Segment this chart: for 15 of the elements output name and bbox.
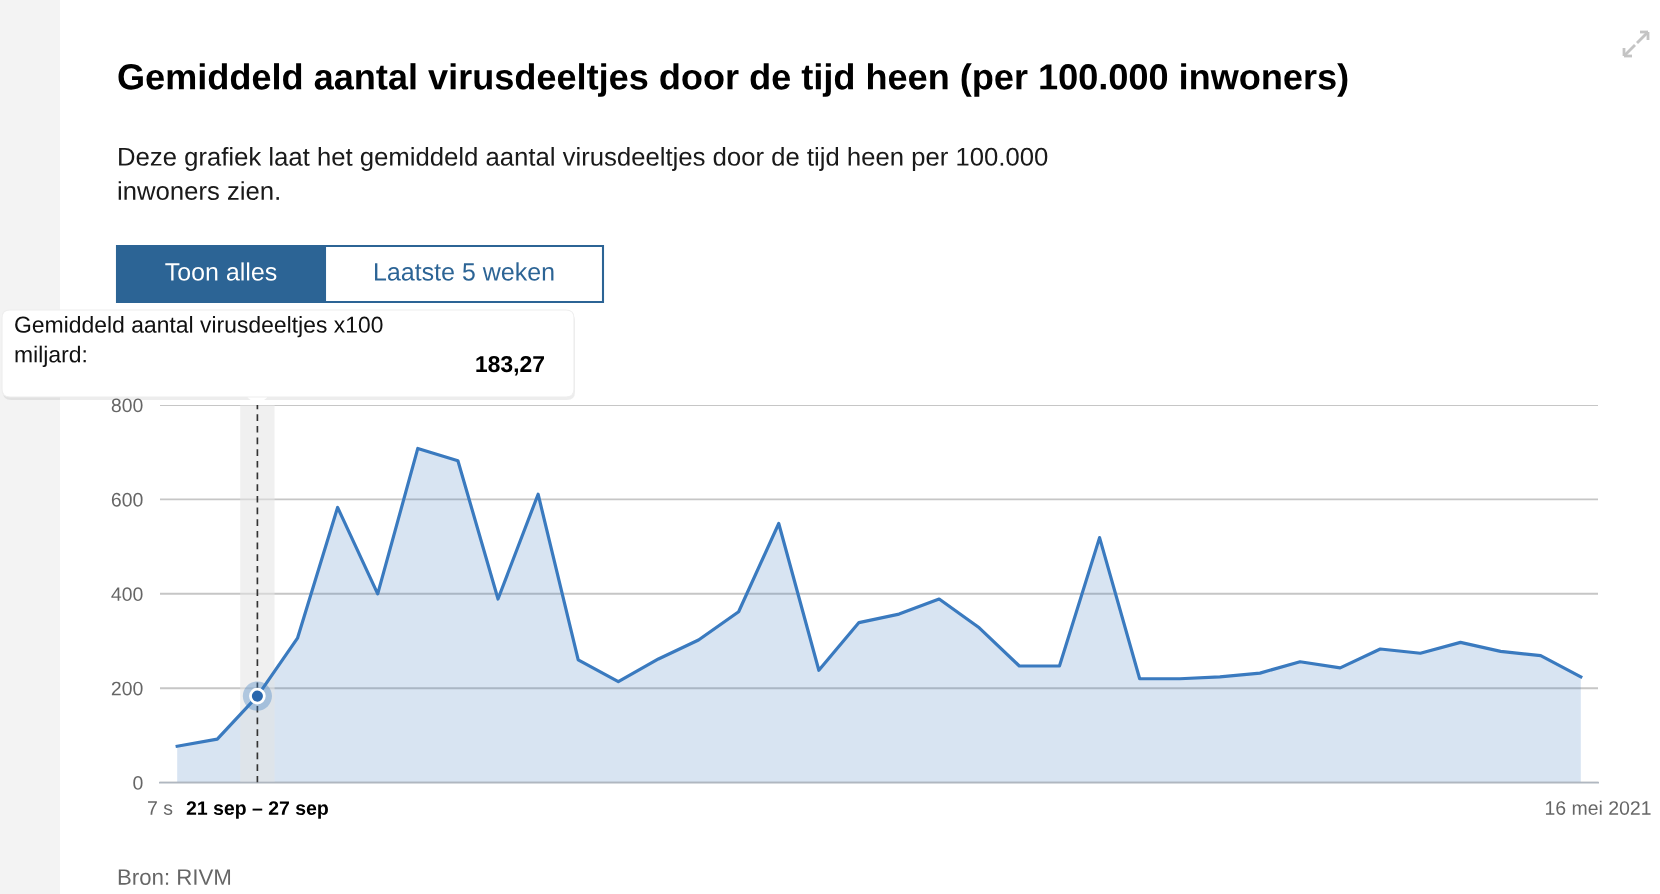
y-tick-label: 800 <box>111 398 143 413</box>
chart-subtitle: Deze grafiek laat het gemiddeld aantal virusdeeltjes door de tijd heen per 100.000 inwoners zien. <box>118 147 1048 201</box>
chart-title: Gemiddeld aantal virusdeeltjes door de tijd heen (per 100.000 inwoners) <box>118 63 1348 97</box>
text: 183,27 <box>476 355 544 376</box>
text: Gemiddeld aantal virusdeeltjes x100 miljard: <box>15 316 383 368</box>
y-tick-label: 200 <box>111 681 143 696</box>
x-tick-label: 16 mei 2021 <box>1545 800 1651 815</box>
x-tick-label: 7 s <box>148 801 173 815</box>
y-tick-label: 600 <box>111 492 143 507</box>
y-tick-label: 400 <box>111 587 143 602</box>
text: Laatste 5 weken <box>375 262 554 281</box>
text: Toon alles <box>165 262 277 281</box>
band-label: 21 sep – 27 sep <box>186 801 328 819</box>
text: Bron: RIVM <box>118 869 231 885</box>
y-tick-label: 0 <box>133 776 143 790</box>
